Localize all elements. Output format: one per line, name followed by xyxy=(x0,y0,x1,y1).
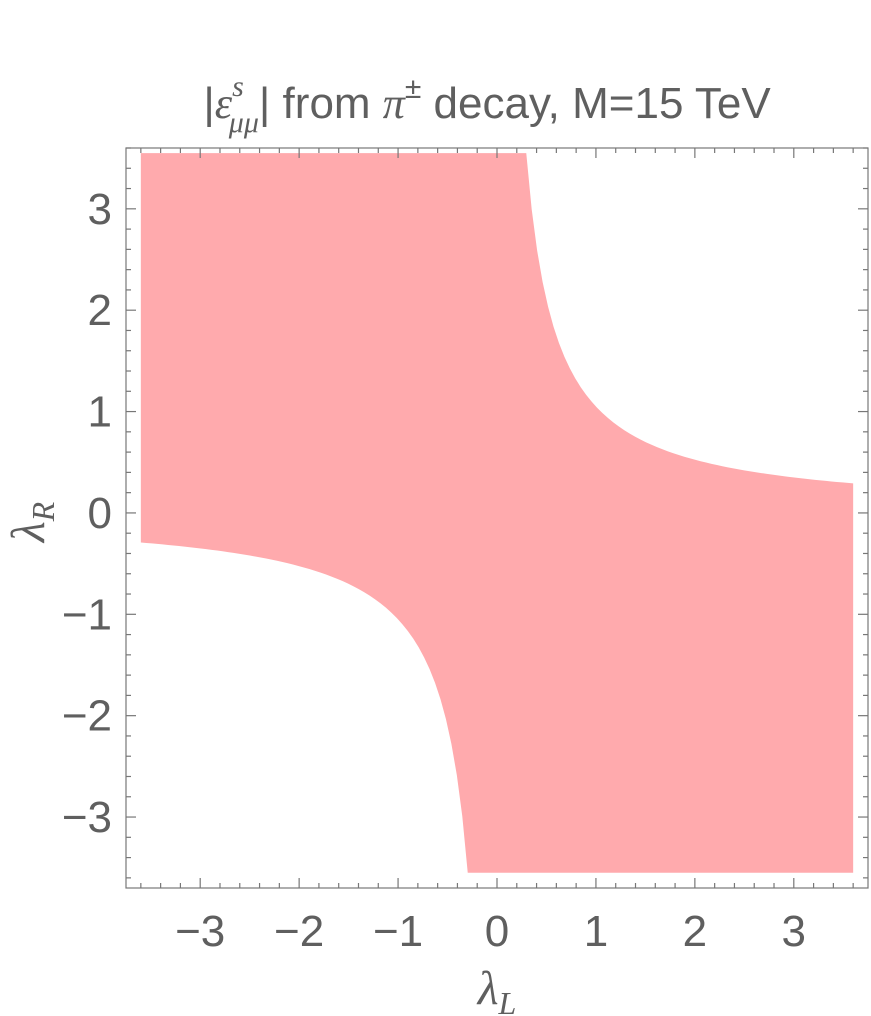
y-tick-label: 2 xyxy=(88,286,112,335)
chart-title: |εs μμ| from π± decay, M=15 TeV xyxy=(203,70,771,139)
tick-labels: −3 −2 −1 0 1 2 3 −3 −2 −1 0 1 2 3 xyxy=(62,185,806,956)
y-tick-label: −1 xyxy=(62,590,112,639)
x-tick-label: −2 xyxy=(274,907,324,956)
y-tick-label: 1 xyxy=(88,388,112,437)
y-tick-label: −2 xyxy=(62,692,112,741)
ticks xyxy=(126,147,868,888)
x-tick-label: −3 xyxy=(175,907,225,956)
y-tick-label: 3 xyxy=(88,185,112,234)
y-tick-label: −3 xyxy=(62,793,112,842)
y-axis-label: λR xyxy=(2,501,61,544)
allowed-region xyxy=(140,153,854,873)
x-tick-label: 1 xyxy=(584,907,608,956)
x-tick-label: −1 xyxy=(373,907,423,956)
x-axis-label: λL xyxy=(476,962,517,1016)
x-tick-label: 2 xyxy=(683,907,707,956)
x-tick-label: 3 xyxy=(782,907,806,956)
x-tick-label: 0 xyxy=(485,907,509,956)
y-tick-label: 0 xyxy=(88,489,112,538)
